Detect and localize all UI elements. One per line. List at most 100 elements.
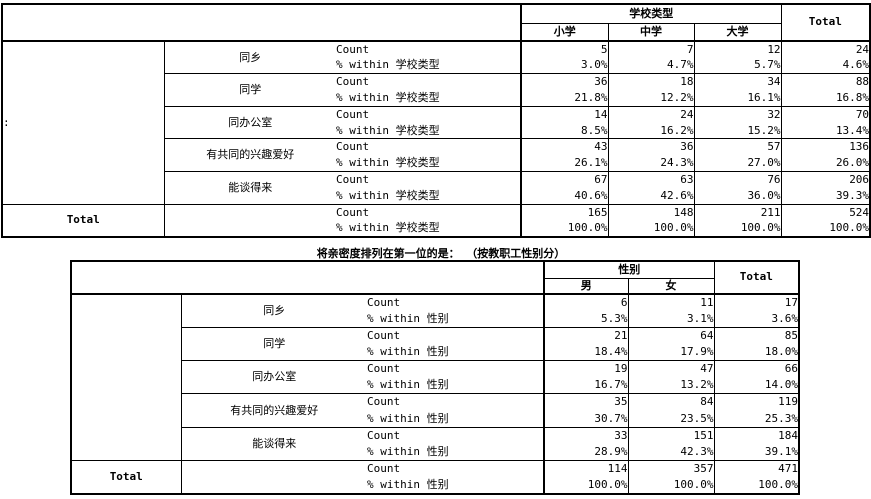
percent-value: 18.0%: [713, 343, 800, 362]
category-percent-row: % within 性别 30.7% 23.5% 25.3%: [71, 410, 800, 428]
percent-value: 3.0%: [520, 57, 609, 75]
count-value: 66: [713, 360, 800, 378]
category-percent-row: % within 学校类型 8.5% 16.2% 15.2% 13.4%: [2, 122, 871, 140]
count-value: 17: [713, 294, 800, 311]
percent-value: 5.3%: [543, 310, 629, 328]
category-label: 有共同的兴趣爱好: [163, 138, 336, 173]
percent-value: 16.7%: [543, 377, 629, 395]
category-label: 同乡: [180, 294, 367, 328]
category-count-row: 同学 Count 21 64 85: [71, 327, 800, 362]
count-stat-label: Count: [336, 172, 370, 186]
percent-value: 16.2%: [607, 122, 695, 140]
percent-value: 26.0%: [780, 155, 871, 173]
percent-value: 100.0%: [780, 220, 871, 237]
category-count-row: 能谈得来 Count 67 63 76 206: [2, 171, 871, 205]
count-value: 7: [607, 41, 695, 58]
count-value: 471: [713, 460, 800, 478]
percent-value: 100.0%: [520, 220, 609, 237]
row-dimension-label: [71, 294, 181, 462]
count-stat-label: Count: [367, 428, 401, 442]
category-label: 能谈得来: [180, 427, 367, 462]
count-stat-label: Count: [336, 140, 370, 154]
count-value: 47: [627, 360, 715, 378]
count-value: 136: [780, 138, 871, 156]
count-value: 43: [520, 138, 609, 156]
percent-value: 4.7%: [607, 57, 695, 75]
count-value: 6: [543, 294, 629, 311]
percent-value: 42.6%: [607, 187, 695, 205]
column-header-female: 女: [627, 278, 715, 295]
percent-value: 100.0%: [713, 477, 800, 494]
total-count-row: Total Count 165 148 211 524: [2, 204, 871, 237]
percent-value: 39.1%: [713, 443, 800, 462]
column-header-primary-school: 小学: [520, 23, 609, 42]
percent-stat-label: % within 学校类型: [336, 57, 522, 75]
category-count-row: 有共同的兴趣爱好 Count 43 36 57 136: [2, 138, 871, 173]
category-percent-row: % within 学校类型 21.8% 12.2% 16.1% 16.8%: [2, 89, 871, 107]
percent-value: 21.8%: [520, 89, 609, 107]
percent-value: 3.1%: [627, 310, 715, 328]
category-count-row: 同学 Count 36 18 34 88: [2, 73, 871, 107]
count-value: 70: [780, 106, 871, 123]
percent-value: 25.3%: [713, 410, 800, 428]
category-label: 同乡: [163, 41, 336, 75]
category-percent-row: % within 性别 16.7% 13.2% 14.0%: [71, 377, 800, 395]
count-stat-label: Count: [367, 362, 401, 376]
count-value: 14: [520, 106, 609, 123]
count-stat-label: Count: [367, 295, 401, 309]
count-value: 76: [693, 171, 782, 188]
total-row-spacer: [180, 460, 367, 494]
percent-value: 16.8%: [780, 89, 871, 107]
count-value: 165: [520, 204, 609, 221]
count-value: 24: [780, 41, 871, 58]
percent-stat-label: % within 性别: [367, 410, 545, 428]
count-value: 119: [713, 393, 800, 411]
count-value: 84: [627, 393, 715, 411]
percent-stat-label: % within 学校类型: [336, 89, 522, 107]
count-value: 32: [693, 106, 782, 123]
percent-stat-label: % within 学校类型: [336, 221, 440, 235]
percent-stat-label: % within 性别: [367, 443, 545, 462]
header-row-columns: 小学 中学 大学: [2, 23, 870, 42]
category-label: 能谈得来: [163, 171, 336, 205]
category-count-row: : 同乡 Count 5 7 12 24: [2, 41, 871, 205]
count-stat-label: Count: [336, 205, 370, 219]
column-group-header: 学校类型: [520, 4, 782, 24]
percent-value: 14.0%: [713, 377, 800, 395]
count-value: 148: [607, 204, 695, 221]
category-percent-row: % within 性别 28.9% 42.3% 39.1%: [71, 443, 800, 462]
category-count-row: 能谈得来 Count 33 151 184: [71, 427, 800, 462]
column-group-header: 性别: [543, 261, 715, 279]
count-value: 12: [693, 41, 782, 58]
category-label: 有共同的兴趣爱好: [180, 393, 367, 428]
percent-value: 30.7%: [543, 410, 629, 428]
percent-stat-label: % within 学校类型: [336, 187, 522, 205]
count-value: 151: [627, 427, 715, 444]
count-value: 357: [627, 460, 715, 478]
percent-value: 3.6%: [713, 310, 800, 328]
count-value: 21: [543, 327, 629, 344]
category-count-row: 同办公室 Count 19 47 66: [71, 360, 800, 395]
count-value: 35: [543, 393, 629, 411]
percent-value: 28.9%: [543, 443, 629, 462]
total-row-spacer: [163, 204, 336, 237]
total-row-label: Total: [66, 213, 100, 227]
crosstab-table-school-type: 学校类型 Total 小学 中学 大学 : 同乡 Count 5 7 12 24% with…: [1, 3, 871, 238]
count-value: 36: [520, 73, 609, 90]
count-value: 11: [627, 294, 715, 311]
percent-value: 18.4%: [543, 343, 629, 362]
stub-corner-cell: [2, 4, 522, 42]
category-percent-row: % within 性别 5.3% 3.1% 3.6%: [71, 310, 800, 328]
count-value: 206: [780, 171, 871, 188]
percent-value: 13.2%: [627, 377, 715, 395]
count-value: 88: [780, 73, 871, 90]
count-value: 85: [713, 327, 800, 344]
category-percent-row: % within 学校类型 3.0% 4.7% 5.7% 4.6%: [2, 57, 871, 75]
percent-stat-label: % within 性别: [367, 343, 545, 362]
count-value: 524: [780, 204, 871, 221]
count-value: 64: [627, 327, 715, 344]
total-percent-row: % within 学校类型 100.0% 100.0% 100.0% 100.0%: [2, 220, 871, 237]
percent-value: 26.1%: [520, 155, 609, 173]
count-value: 184: [713, 427, 800, 444]
